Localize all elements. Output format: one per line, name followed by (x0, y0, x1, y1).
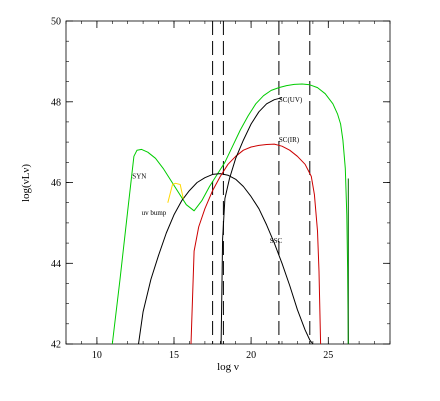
series-line-0 (111, 83, 349, 345)
x-tick-label: 25 (323, 350, 333, 361)
y-tick-label: 48 (51, 97, 61, 108)
x-tick-label: 20 (246, 350, 256, 361)
series-line-2 (190, 143, 322, 345)
y-axis-title: log(νLν) (20, 164, 32, 202)
y-tick-label: 44 (51, 259, 61, 270)
x-tick-label: 15 (169, 350, 179, 361)
series-layer (111, 83, 349, 345)
series-line-1 (138, 173, 314, 345)
vertical-dashed-lines (212, 21, 311, 344)
x-tick-label: 10 (92, 350, 102, 361)
y-tick-label: 50 (51, 17, 61, 28)
y-tick-label: 42 (51, 340, 61, 351)
series-line-3 (220, 97, 283, 345)
annotation-label: SYN (132, 173, 146, 181)
series-line-4 (167, 182, 184, 203)
axis-ticks (65, 20, 391, 345)
annotations: SYN uv bump SSC SC(IR) SC(UV) (132, 96, 303, 245)
x-axis-title: log ν (217, 361, 239, 373)
annotation-label: SC(IR) (279, 136, 300, 144)
plot-frame (65, 20, 391, 345)
y-tick-label: 46 (51, 178, 61, 189)
annotation-label: SSC (270, 237, 283, 245)
annotation-label: uv bump (142, 209, 167, 217)
tick-labels: 10 15 20 25 42 44 46 48 50 (51, 17, 333, 362)
annotation-label: SC(UV) (279, 96, 303, 104)
